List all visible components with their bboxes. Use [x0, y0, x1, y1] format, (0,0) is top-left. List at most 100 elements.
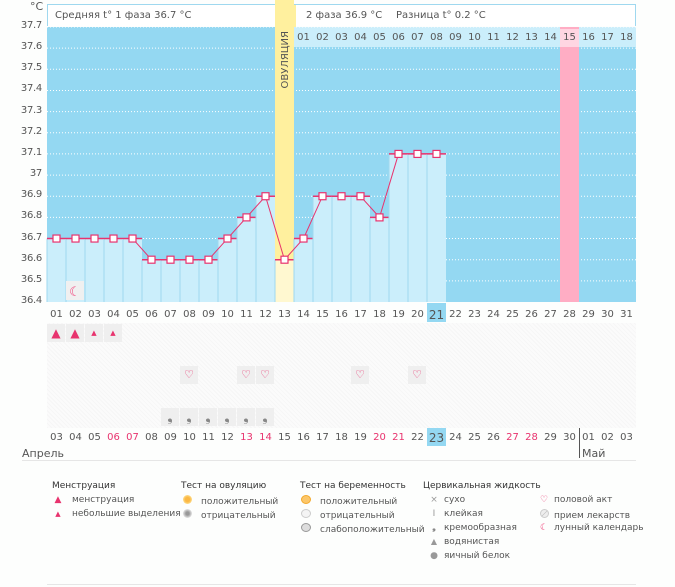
x-tick-label[interactable]: 31	[620, 309, 633, 320]
legend-cervical-eggwhite: ● яичный белок	[428, 551, 510, 561]
temperature-point	[318, 192, 327, 201]
calendar-date[interactable]: 19	[354, 432, 367, 443]
calendar-date[interactable]: 01	[582, 432, 595, 443]
menstruation-light-icon[interactable]: ▲	[104, 324, 122, 342]
calendar-date[interactable]: 12	[221, 432, 234, 443]
calendar-date[interactable]: 09	[164, 432, 177, 443]
x-tick-label[interactable]: 17	[354, 309, 367, 320]
x-tick-label[interactable]: 20	[411, 309, 424, 320]
x-tick-label[interactable]: 15	[316, 309, 329, 320]
menstruation-heavy-icon[interactable]: ▲	[47, 324, 65, 342]
temperature-bar	[256, 196, 275, 302]
x-tick-label[interactable]: 03	[88, 309, 101, 320]
x-tick-label[interactable]: 18	[373, 309, 386, 320]
calendar-date[interactable]: 08	[145, 432, 158, 443]
x-tick-label[interactable]: 04	[107, 309, 120, 320]
calendar-date[interactable]: 29	[544, 432, 557, 443]
x-tick-label[interactable]: 19	[392, 309, 405, 320]
calendar-date[interactable]: 23	[428, 431, 445, 445]
symptom-grid	[47, 323, 636, 428]
calendar-date[interactable]: 17	[316, 432, 329, 443]
legend-cervical-dry: × сухо	[428, 495, 465, 505]
calendar-date[interactable]: 20	[373, 432, 386, 443]
x-tick-label[interactable]: 06	[145, 309, 158, 320]
temperature-point	[394, 149, 403, 159]
calendar-date[interactable]: 14	[259, 432, 272, 443]
cycle-day-label: 10	[468, 32, 481, 43]
calendar-date[interactable]: 22	[411, 432, 424, 443]
x-tick-label[interactable]: 11	[240, 309, 253, 320]
calendar-date[interactable]: 13	[240, 432, 253, 443]
cycle-day-label: 04	[354, 32, 367, 43]
intercourse-heart-icon[interactable]: ♡	[237, 366, 255, 384]
intercourse-heart-icon[interactable]: ♡	[408, 366, 426, 384]
calendar-date[interactable]: 02	[601, 432, 614, 443]
cervical-creamy-icon[interactable]: ❟	[256, 408, 274, 426]
calendar-date[interactable]: 10	[183, 432, 196, 443]
cycle-day-label: 09	[449, 32, 462, 43]
y-tick-label: 37.7	[20, 20, 42, 31]
cervical-creamy-icon[interactable]: ❟	[218, 408, 236, 426]
calendar-date[interactable]: 15	[278, 432, 291, 443]
moon-cell	[66, 281, 84, 300]
menstruation-heavy-icon[interactable]: ▲	[66, 324, 84, 342]
x-tick-label[interactable]: 01	[50, 309, 63, 320]
x-tick-label[interactable]: 23	[468, 309, 481, 320]
calendar-date[interactable]: 11	[202, 432, 215, 443]
calendar-date[interactable]: 24	[449, 432, 462, 443]
calendar-date[interactable]: 26	[487, 432, 500, 443]
calendar-date[interactable]: 18	[335, 432, 348, 443]
x-tick-label[interactable]: 10	[221, 309, 234, 320]
cycle-day-label: 11	[487, 32, 500, 43]
x-tick-label[interactable]: 28	[563, 309, 576, 320]
x-tick-label[interactable]: 27	[544, 309, 557, 320]
x-tick-label[interactable]: 05	[126, 309, 139, 320]
intercourse-heart-icon[interactable]: ♡	[180, 366, 198, 384]
temperature-point	[147, 255, 156, 264]
moon-icon: ☾	[69, 285, 81, 300]
x-tick-label[interactable]: 26	[525, 309, 538, 320]
x-tick-label[interactable]: 29	[582, 309, 595, 320]
temperature-point	[71, 234, 80, 243]
x-tick-label[interactable]: 25	[506, 309, 519, 320]
calendar-date[interactable]: 21	[392, 432, 405, 443]
legend-menstruation: ▲ менструация	[52, 495, 135, 505]
x-tick-label[interactable]: 07	[164, 309, 177, 320]
x-tick-label[interactable]: 24	[487, 309, 500, 320]
x-tick-label[interactable]: 30	[601, 309, 614, 320]
x-tick-label[interactable]: 13	[278, 309, 291, 320]
x-tick-label[interactable]: 02	[69, 309, 82, 320]
calendar-date[interactable]: 03	[50, 432, 63, 443]
calendar-date[interactable]: 07	[126, 432, 139, 443]
x-tick-label[interactable]: 16	[335, 309, 348, 320]
calendar-date[interactable]: 25	[468, 432, 481, 443]
cervical-creamy-icon[interactable]: ❟	[199, 408, 217, 426]
calendar-date[interactable]: 16	[297, 432, 310, 443]
calendar-date[interactable]: 05	[88, 432, 101, 443]
pregnancy-positive-icon	[300, 495, 312, 507]
legend-cervical-watery: ▲ водянистая	[428, 537, 499, 547]
x-tick-label[interactable]: 14	[297, 309, 310, 320]
y-tick-label: 36.8	[20, 210, 42, 222]
intercourse-heart-icon[interactable]: ♡	[351, 366, 369, 384]
cycle-day-label: 03	[335, 32, 348, 43]
calendar-date[interactable]: 06	[107, 432, 120, 443]
cervical-creamy-icon[interactable]: ❟	[161, 408, 179, 426]
calendar-date[interactable]: 30	[563, 432, 576, 443]
calendar-date[interactable]: 03	[620, 432, 633, 443]
calendar-date[interactable]: 27	[506, 432, 519, 443]
temperature-point	[223, 234, 232, 243]
x-tick-label[interactable]: 21	[428, 308, 445, 322]
menstruation-light-icon[interactable]: ▲	[85, 324, 103, 342]
cervical-creamy-icon[interactable]: ❟	[237, 408, 255, 426]
x-tick-label[interactable]: 12	[259, 309, 272, 320]
cervical-creamy-icon[interactable]: ❟	[180, 408, 198, 426]
x-tick-label[interactable]: 08	[183, 309, 196, 320]
intercourse-heart-icon[interactable]: ♡	[256, 366, 274, 384]
x-tick-label[interactable]: 22	[449, 309, 462, 320]
calendar-date[interactable]: 28	[525, 432, 538, 443]
calendar-date[interactable]: 04	[69, 432, 82, 443]
legend-ovulation-test-title: Тест на овуляцию	[181, 481, 267, 491]
x-tick-label[interactable]: 09	[202, 309, 215, 320]
